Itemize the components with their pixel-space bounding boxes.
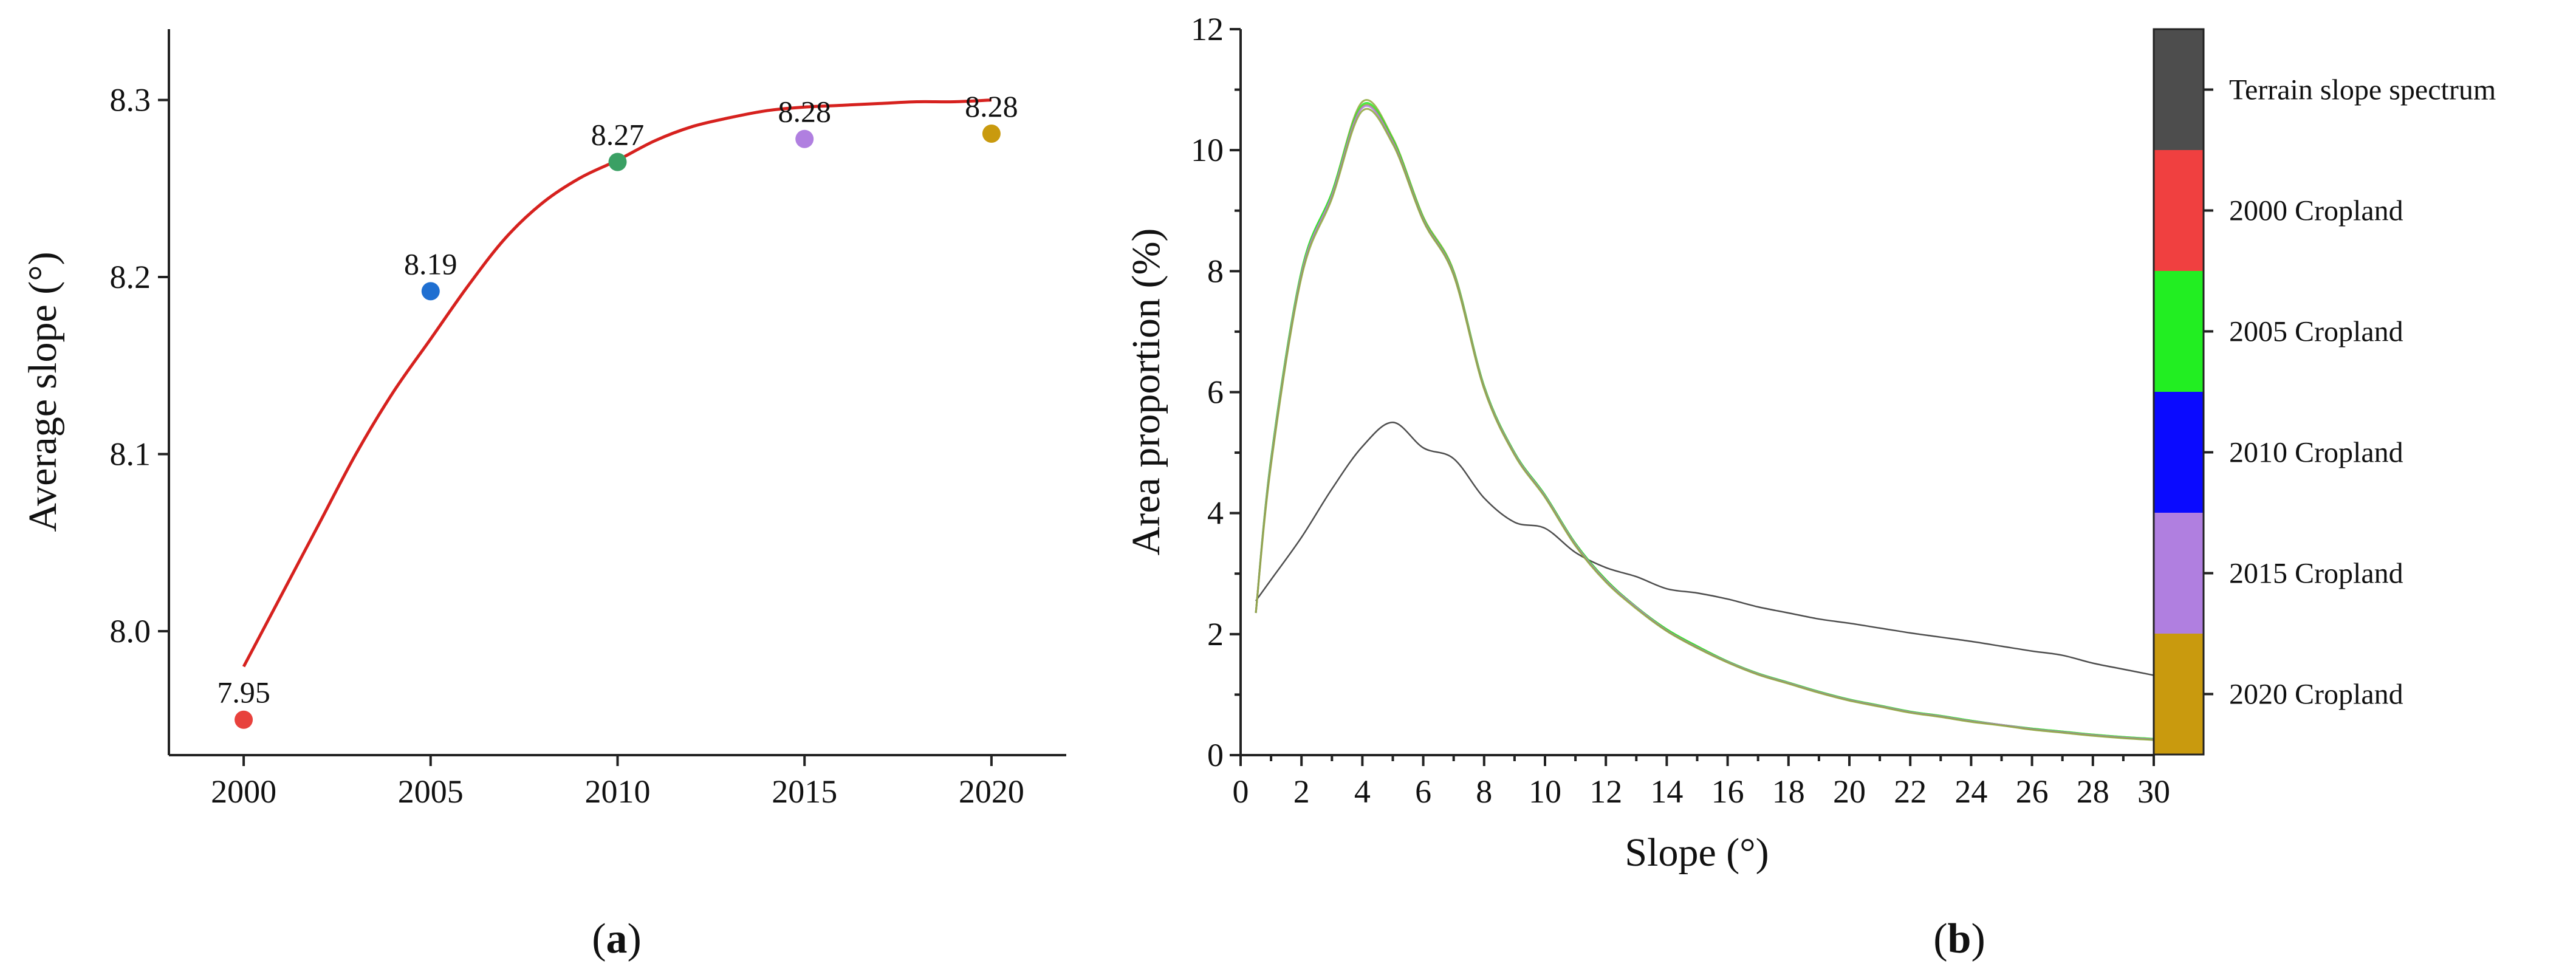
chart-b-panel-label-open: ( <box>1933 916 1947 962</box>
chart-a-panel-label-letter: a <box>606 916 628 962</box>
chart-b-x-axis-title: Slope (°) <box>1625 830 1769 875</box>
chart-b-y-tick-label: 6 <box>1207 374 1224 411</box>
chart-b-legend-swatch <box>2154 392 2204 513</box>
chart-a-x-tick-label: 2000 <box>211 773 276 810</box>
chart-b-series-line <box>1255 99 2154 740</box>
chart-a-y-tick-label: 8.0 <box>110 613 151 649</box>
chart-b-legend-swatch <box>2154 29 2204 150</box>
chart-b-legend-swatch <box>2154 271 2204 392</box>
chart-a-y-tick-label: 8.3 <box>110 82 151 118</box>
chart-b-x-tick-label: 26 <box>2016 773 2049 810</box>
chart-b-y-tick-label: 10 <box>1191 132 1224 168</box>
chart-b-legend-label: 2005 Cropland <box>2229 316 2403 348</box>
chart-a-panel-label-open: ( <box>592 916 606 962</box>
chart-b-y-tick-label: 8 <box>1207 253 1224 289</box>
chart-b-legend-label: 2010 Cropland <box>2229 437 2403 469</box>
chart-b-panel-label: (b) <box>1933 916 1985 962</box>
chart-b-series-line <box>1255 422 2154 676</box>
chart-a-point <box>982 124 1001 143</box>
chart-a-panel-label: (a) <box>592 916 642 962</box>
chart-b-legend-label: 2015 Cropland <box>2229 558 2403 590</box>
chart-b-x-tick-label: 8 <box>1476 773 1492 810</box>
chart-b-y-tick-label: 12 <box>1191 11 1224 47</box>
chart-a-points-layer: 7.95 8.19 8.27 8.28 8.28 <box>217 89 1018 729</box>
chart-a-point <box>795 129 814 148</box>
chart-b-series-line <box>1255 108 2154 741</box>
chart-b-x-tick-label: 14 <box>1650 773 1683 810</box>
chart-a-y-tick-label: 8.1 <box>110 436 151 473</box>
chart-a-fit-curve <box>242 98 992 668</box>
chart-a-x-tick-label: 2005 <box>398 773 464 810</box>
chart-a: 2000 2005 2010 2015 2020 8.0 8.1 8.2 8.3 7.95 8.1… <box>21 29 1066 962</box>
chart-a-data-label: 8.28 <box>778 95 831 129</box>
chart-a-data-label: 8.27 <box>591 118 645 152</box>
chart-b-y-tick-label: 0 <box>1207 737 1224 773</box>
chart-b-panel-label-close: ) <box>1971 916 1985 962</box>
chart-b-legend-label: 2020 Cropland <box>2229 679 2403 711</box>
chart-b-x-tick-label: 20 <box>1833 773 1866 810</box>
chart-a-y-tick-label: 8.2 <box>110 259 151 295</box>
chart-b-legend-frame <box>2153 28 2205 756</box>
chart-a-fit-layer <box>242 98 992 668</box>
chart-b-legend: Terrain slope spectrum 2000 Cropland 2005 … <box>2153 28 2496 756</box>
chart-a-point <box>421 282 440 301</box>
chart-b-legend-label: 2000 Cropland <box>2229 195 2403 227</box>
chart-b-legend-swatch <box>2154 150 2204 271</box>
chart-a-x-tick-label: 2020 <box>959 773 1024 810</box>
chart-b-x-tick-label: 16 <box>1711 773 1744 810</box>
chart-a-point <box>608 152 627 171</box>
chart-a-panel-label-close: ) <box>628 916 642 962</box>
chart-b-x-tick-label: 24 <box>1954 773 1987 810</box>
chart-b-panel-label-letter: b <box>1948 916 1971 962</box>
chart-b-legend-label: Terrain slope spectrum <box>2229 74 2496 106</box>
chart-b-x-tick-label: 22 <box>1894 773 1927 810</box>
chart-b-x-tick-label: 2 <box>1293 773 1310 810</box>
chart-a-data-label: 8.28 <box>965 89 1018 123</box>
chart-b-x-tick-label: 30 <box>2137 773 2170 810</box>
chart-b-series-line <box>1255 102 2154 740</box>
chart-a-data-label: 8.19 <box>404 247 457 281</box>
chart-b-legend-swatch <box>2154 513 2204 634</box>
chart-b-x-tick-label: 28 <box>2077 773 2109 810</box>
chart-a-data-label: 7.95 <box>217 676 270 710</box>
chart-b-y-tick-label: 2 <box>1207 616 1224 652</box>
chart-b-legend-swatch <box>2154 634 2204 755</box>
chart-b-lines-layer <box>1255 99 2154 741</box>
chart-a-x-tick-label: 2015 <box>772 773 837 810</box>
chart-a-x-tick-label: 2010 <box>585 773 651 810</box>
chart-b-x-tick-label: 18 <box>1772 773 1805 810</box>
chart-a-point <box>235 710 253 729</box>
chart-b-x-tick-label: 12 <box>1589 773 1622 810</box>
chart-a-ticks: 2000 2005 2010 2015 2020 8.0 8.1 8.2 8.3 <box>110 82 1024 810</box>
chart-b-x-tick-label: 6 <box>1415 773 1431 810</box>
chart-b-y-tick-label: 4 <box>1207 495 1224 532</box>
chart-b-x-tick-label: 0 <box>1233 773 1249 810</box>
chart-b-x-tick-label: 4 <box>1354 773 1371 810</box>
chart-b-y-axis-title: Area proportion (%) <box>1124 228 1168 556</box>
chart-a-y-axis-title: Average slope (°) <box>21 252 65 532</box>
chart-b-x-tick-label: 10 <box>1529 773 1561 810</box>
